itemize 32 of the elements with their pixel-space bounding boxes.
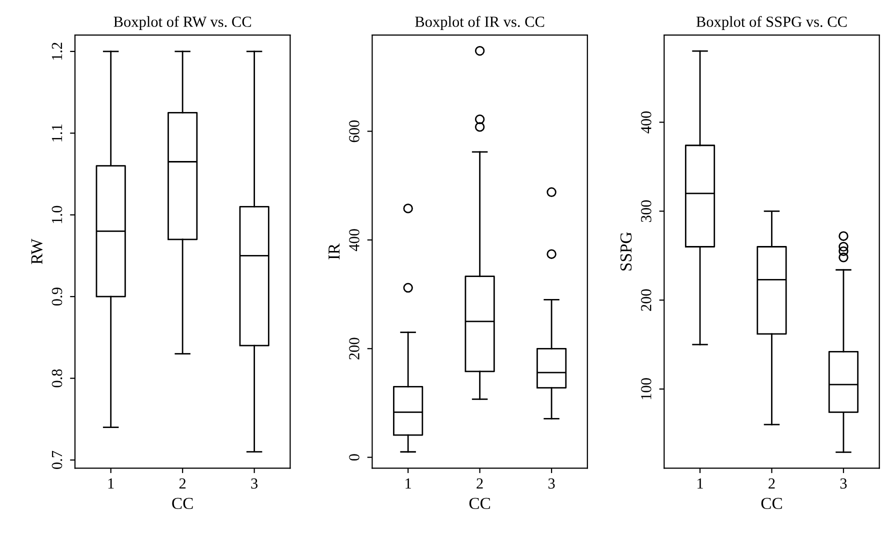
y-tick-label: 200 xyxy=(349,338,360,360)
y-axis-title: SSPG xyxy=(620,232,632,270)
x-axis-title: CC xyxy=(469,498,490,510)
chart-title: Boxplot of RW vs. CC xyxy=(114,16,251,30)
x-tick-label: 2 xyxy=(179,478,186,489)
y-tick-label: 0.7 xyxy=(52,450,62,469)
chart-title: Boxplot of SSPG vs. CC xyxy=(696,16,847,30)
y-axis-title: RW xyxy=(31,238,43,264)
y-tick-label: 200 xyxy=(641,289,652,311)
y-tick-label: 0 xyxy=(349,454,360,461)
x-tick-label: 2 xyxy=(768,478,775,489)
y-axis-title: IR xyxy=(328,243,340,260)
x-axis-title: CC xyxy=(172,498,193,510)
x-tick-label: 1 xyxy=(406,478,411,489)
y-tick-label: 400 xyxy=(349,229,360,252)
y-tick-label: 100 xyxy=(641,378,652,400)
x-tick-label: 1 xyxy=(108,478,114,489)
x-tick-label: 3 xyxy=(251,478,258,489)
x-tick-label: 3 xyxy=(840,478,847,489)
y-tick-label: 0.9 xyxy=(52,288,62,306)
y-tick-label: 400 xyxy=(641,111,652,134)
y-tick-label: 0.8 xyxy=(52,369,62,388)
y-tick-label: 1.2 xyxy=(52,42,62,60)
y-tick-label: 600 xyxy=(349,120,360,142)
y-tick-label: 1.1 xyxy=(52,124,62,142)
x-tick-label: 1 xyxy=(698,478,703,489)
x-tick-label: 2 xyxy=(476,478,483,489)
y-tick-label: 1.0 xyxy=(52,206,62,224)
y-tick-label: 300 xyxy=(641,200,652,222)
chart-title: Boxplot of IR vs. CC xyxy=(415,16,544,30)
x-tick-label: 3 xyxy=(548,478,555,489)
x-axis-title: CC xyxy=(761,498,782,510)
